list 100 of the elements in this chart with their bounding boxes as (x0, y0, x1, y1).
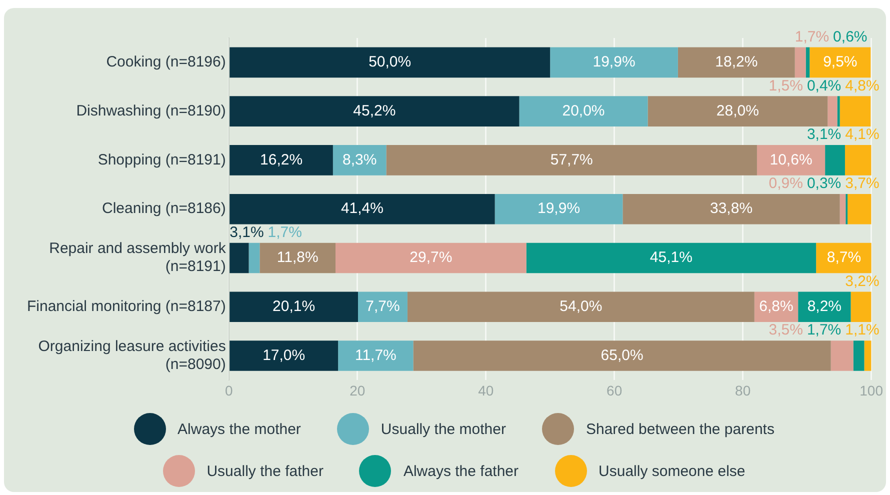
bar (386, 145, 757, 176)
legend-label: Usually the father (206, 462, 324, 480)
bar (840, 194, 846, 224)
data-label: 1,7% (268, 224, 302, 241)
bar (794, 47, 806, 78)
data-label: 8,3% (342, 151, 377, 168)
data-label: 0,9% (768, 175, 803, 192)
bar (848, 194, 872, 224)
x-tick-label: 60 (606, 382, 622, 398)
bar (806, 47, 810, 78)
bar (810, 47, 871, 78)
y-tick-label: Organizing leasure activities (n=8090) (38, 338, 226, 373)
y-tick-label: Cooking (n=8196) (106, 54, 226, 71)
x-tick-label: 20 (350, 382, 366, 398)
legend-label: Usually the mother (380, 420, 506, 438)
bar (230, 145, 333, 176)
x-tick-label: 80 (735, 382, 751, 398)
bar (830, 340, 854, 371)
x-tick-label: 100 (860, 382, 884, 398)
bar (828, 96, 838, 126)
x-tick-label: 40 (478, 382, 494, 398)
y-tick-label: Repair and assembly work (n=8191) (49, 240, 226, 276)
bar (230, 96, 520, 126)
data-label: 1,7% (806, 322, 842, 339)
data-label: 0,6% (833, 28, 868, 46)
bar (678, 47, 795, 78)
data-label: 11,7% (354, 346, 396, 364)
data-label: 19,9% (592, 54, 636, 71)
bar (816, 242, 872, 274)
data-label: 3,1% (806, 126, 842, 144)
data-label: 3,1% (230, 224, 264, 241)
data-label: 57,7% (550, 151, 593, 168)
y-tick-label: Dishwashing (n=8190) (76, 102, 226, 120)
data-label: 41,4% (340, 200, 384, 218)
data-label: 54,0% (560, 298, 602, 316)
legend-label: Usually someone else (598, 462, 746, 480)
bar (336, 242, 526, 274)
data-label: 9,5% (823, 54, 858, 71)
bar (825, 145, 845, 176)
bar (837, 96, 840, 126)
bar (850, 292, 872, 322)
data-label: 0,3% (806, 175, 842, 192)
legend-label: Shared between the parents (586, 420, 774, 438)
data-label: 8,2% (807, 298, 842, 316)
data-label: 28,0% (716, 102, 759, 120)
y-tick-label: Financial monitoring (n=8187) (26, 298, 226, 316)
data-label: 1,7% (794, 28, 830, 46)
data-label: 1,5% (768, 77, 803, 94)
bar (840, 96, 871, 126)
data-label: 0,4% (806, 77, 842, 94)
data-label: 3,7% (845, 175, 880, 192)
bar (648, 96, 828, 126)
bar (260, 242, 336, 274)
bar (230, 292, 358, 322)
bar (230, 47, 550, 78)
bar (519, 96, 648, 126)
data-label: 6,8% (759, 298, 794, 316)
data-label: 20,1% (272, 298, 316, 316)
y-tick-label: Cleaning (n=8186) (102, 200, 226, 218)
legend-label: Always the father (403, 462, 519, 480)
data-label: 10,6% (770, 151, 812, 168)
bar (230, 194, 495, 224)
bar (230, 340, 338, 371)
data-label: 4,1% (845, 126, 880, 144)
bar (844, 145, 872, 176)
bar (864, 340, 872, 371)
bar (526, 242, 816, 274)
data-label: 20,0% (562, 102, 605, 120)
y-tick-label: Shopping (n=8191) (98, 151, 226, 168)
data-label: 50,0% (368, 54, 412, 71)
data-label: 1,1% (845, 322, 880, 339)
data-label: 11,8% (276, 249, 318, 266)
data-label: 16,2% (260, 151, 303, 168)
bar (756, 145, 826, 176)
data-label: 65,0% (600, 346, 644, 364)
bar (798, 292, 851, 322)
data-label: 3,2% (845, 272, 880, 290)
legend-label: Always the mother (178, 420, 301, 438)
data-label: 19,9% (537, 200, 580, 218)
data-label: 3,5% (768, 322, 803, 339)
data-label: 45,2% (353, 102, 396, 120)
data-label: 29,7% (410, 249, 452, 266)
bar (494, 194, 623, 224)
data-label: 17,0% (262, 346, 306, 364)
bar (407, 292, 754, 322)
bar (332, 145, 386, 176)
data-label: 4,8% (845, 77, 880, 94)
data-label: 7,7% (366, 298, 400, 316)
bar (230, 242, 249, 274)
bar (622, 194, 840, 224)
x-tick-label: 0 (224, 382, 233, 398)
data-label: 8,7% (826, 249, 862, 266)
bar (338, 340, 414, 371)
data-label: 18,2% (715, 54, 758, 71)
data-label: 45,1% (650, 249, 692, 266)
bar (853, 340, 864, 371)
bar (358, 292, 408, 322)
bar (413, 340, 831, 371)
bar (248, 242, 260, 274)
data-label: 33,8% (710, 200, 753, 218)
